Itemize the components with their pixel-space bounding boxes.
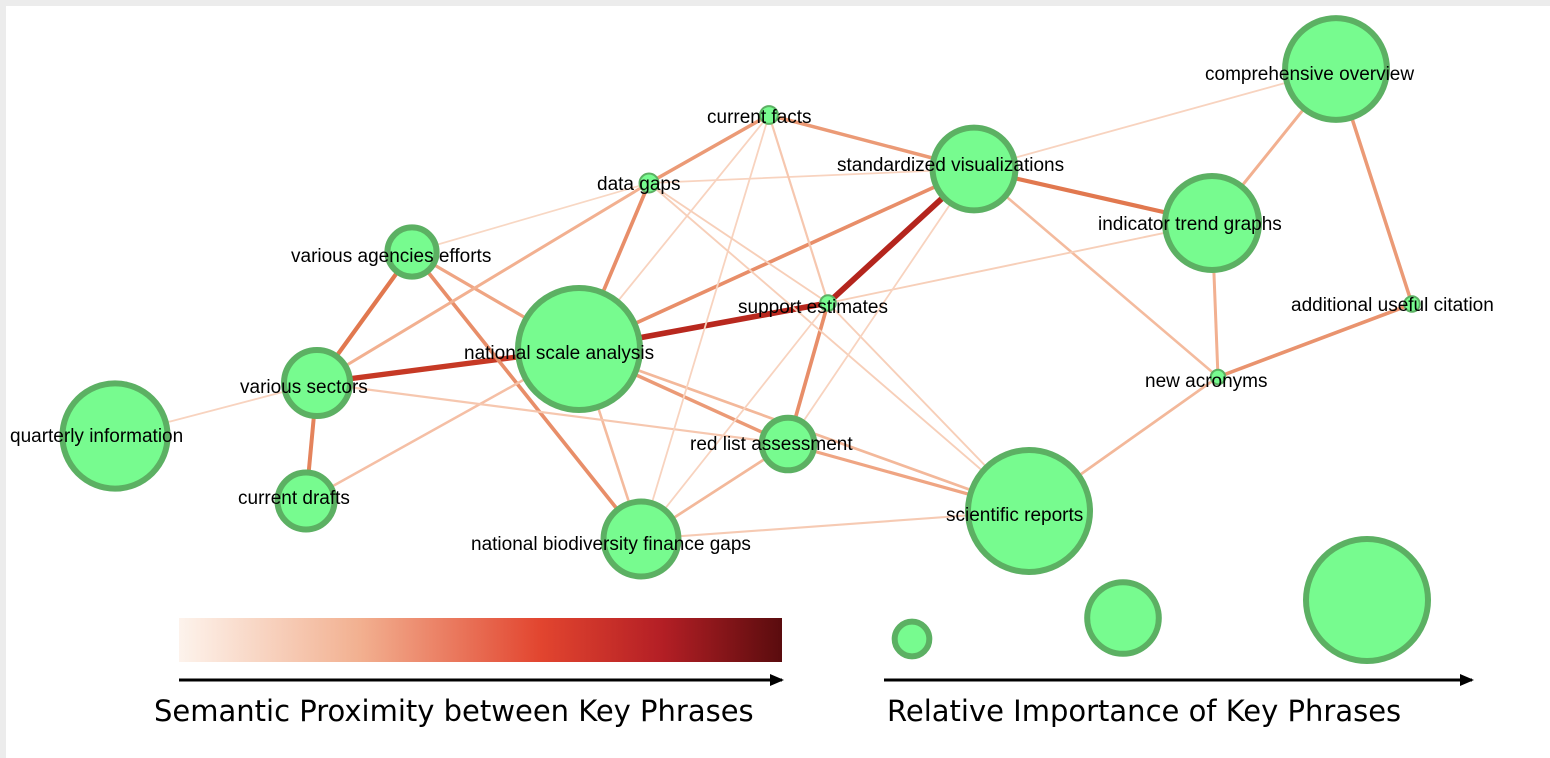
edge-data-gaps-current-facts (647, 113, 771, 185)
node-various-sectors (281, 347, 353, 419)
node-label-indicator-trend-graphs: indicator trend graphs (1098, 214, 1282, 235)
node-label-data-gaps: data gaps (597, 174, 680, 195)
node-additional-useful-citation (1403, 295, 1421, 313)
importance-legend-circle-3 (1303, 536, 1431, 664)
labels-layer: quarterly information various sectors curr… (10, 64, 1494, 555)
key-phrase-network: quarterly information various sectors curr… (10, 15, 1494, 686)
edge-national-scale-analysis-standardized-visualizations (577, 167, 976, 351)
proximity-legend-caption: Semantic Proximity between Key Phrases (154, 694, 754, 728)
node-label-scientific-reports: scientific reports (946, 505, 1083, 526)
edge-data-gaps-support-estimates (648, 182, 829, 304)
node-various-agencies-efforts (384, 224, 440, 280)
node-label-current-facts: current facts (707, 107, 812, 128)
edge-standardized-visualizations-red-list-assessment (787, 168, 975, 445)
edge-current-facts-support-estimates (767, 113, 830, 305)
edge-data-gaps-scientific-reports (648, 182, 1030, 512)
node-label-new-acronyms: new acronyms (1145, 371, 1268, 392)
edge-support-estimates-national-biodiversity-finance-gaps (640, 302, 829, 540)
node-label-current-drafts: current drafts (238, 488, 350, 509)
node-label-various-sectors: various sectors (240, 377, 368, 398)
edge-standardized-visualizations-new-acronyms (972, 167, 1220, 379)
node-comprehensive-overview (1282, 15, 1390, 123)
node-indicator-trend-graphs (1162, 173, 1262, 273)
edge-various-sectors-red-list-assessment (315, 381, 790, 446)
edge-support-estimates-indicator-trend-graphs (827, 222, 1213, 304)
node-national-scale-analysis (515, 285, 643, 413)
edge-various-agencies-efforts-national-biodiversity-finance-gaps (410, 250, 643, 541)
importance-legend-caption: Relative Importance of Key Phrases (887, 694, 1402, 728)
node-current-drafts (274, 469, 338, 533)
importance-legend (891, 536, 1431, 664)
node-current-facts (759, 105, 779, 125)
edge-additional-useful-citation-new-acronyms (1216, 302, 1414, 379)
node-label-quarterly-information: quarterly information (10, 426, 183, 447)
edge-national-biodiversity-finance-gaps-scientific-reports (639, 509, 1031, 541)
node-standardized-visualizations (929, 124, 1019, 214)
proximity-gradient-bar (179, 618, 782, 662)
node-scientific-reports (965, 447, 1093, 575)
importance-legend-circle-1 (891, 618, 933, 660)
node-label-red-list-assessment: red list assessment (690, 434, 853, 455)
node-label-comprehensive-overview: comprehensive overview (1205, 64, 1414, 85)
node-data-gaps (638, 172, 660, 194)
edge-various-agencies-efforts-data-gaps (411, 182, 650, 253)
edge-standardized-visualizations-comprehensive-overview (973, 68, 1337, 170)
node-label-additional-useful-citation: additional useful citation (1291, 295, 1494, 316)
node-red-list-assessment (758, 414, 818, 474)
node-national-biodiversity-finance-gaps (600, 498, 682, 580)
edge-current-facts-national-biodiversity-finance-gaps (640, 114, 770, 540)
node-label-support-estimates: support estimates (738, 297, 888, 318)
importance-legend-circle-2 (1084, 579, 1162, 657)
node-new-acronyms (1209, 368, 1227, 386)
node-quarterly-information (59, 380, 171, 492)
node-label-standardized-visualizations: standardized visualizations (837, 155, 1064, 176)
node-label-various-agencies-efforts: various agencies efforts (291, 246, 491, 267)
edge-data-gaps-various-sectors (315, 181, 651, 385)
node-label-national-scale-analysis: national scale analysis (464, 343, 654, 364)
edge-data-gaps-standardized-visualizations (648, 168, 975, 184)
node-support-estimates (819, 294, 837, 312)
diagram-canvas: quarterly information various sectors curr… (6, 6, 1550, 758)
node-label-national-biodiversity-finance-gaps: national biodiversity finance gaps (471, 534, 751, 555)
nodes-layer (59, 15, 1421, 580)
